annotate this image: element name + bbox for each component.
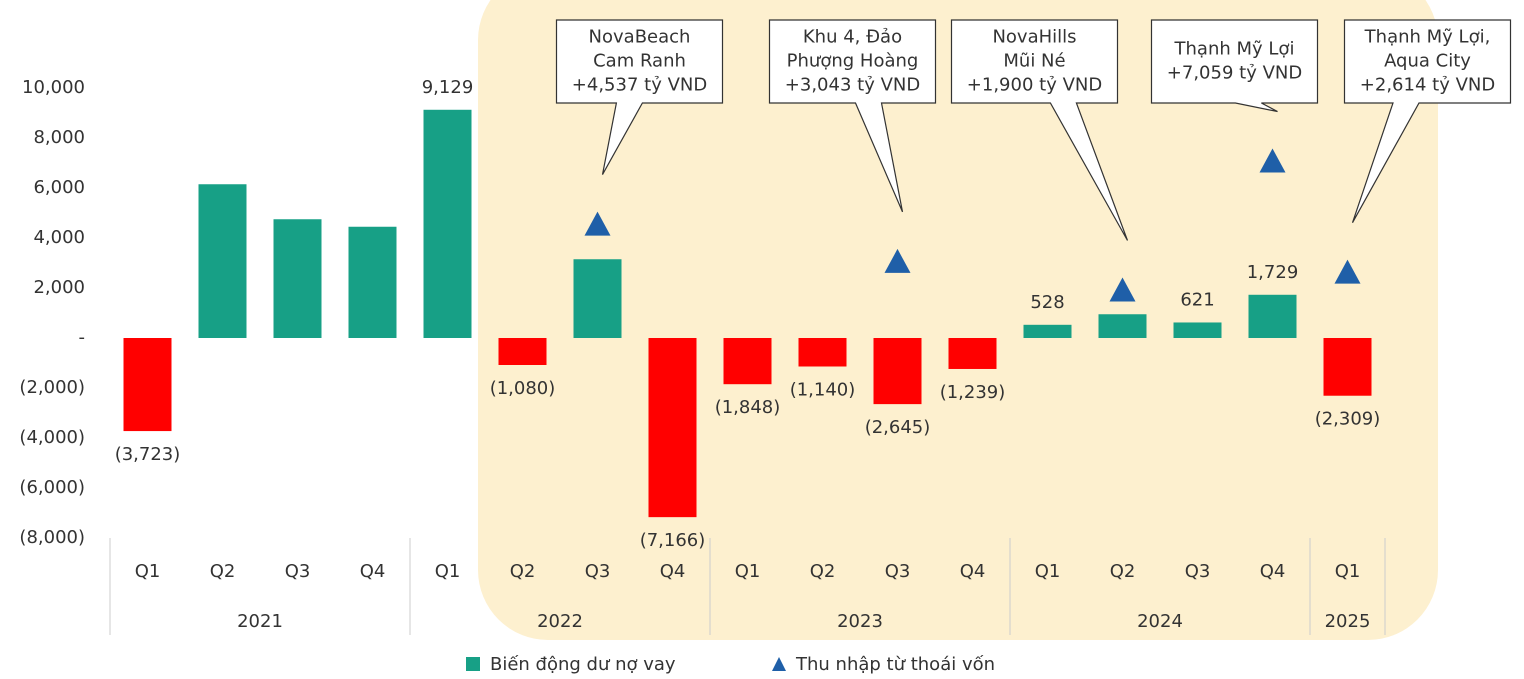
x-tick-label: Q4	[960, 561, 986, 582]
bar	[348, 226, 397, 338]
bar	[873, 338, 922, 405]
bar	[498, 338, 547, 365]
marker	[1109, 277, 1136, 302]
x-tick-label: Q1	[435, 561, 461, 582]
year-label: 2022	[537, 611, 583, 632]
x-tick-label: Q1	[1335, 561, 1361, 582]
callout-text: NovaHills	[992, 27, 1076, 48]
callout-text: Khu 4, Đảo	[803, 27, 902, 48]
data-label: (7,166)	[640, 530, 706, 551]
bar	[1323, 338, 1372, 396]
data-label: (1,140)	[790, 380, 856, 401]
callout-text: +4,537 tỷ VND	[572, 75, 707, 96]
data-label: (1,080)	[490, 378, 556, 399]
callout-text: +3,043 tỷ VND	[785, 75, 920, 96]
data-label: (2,309)	[1315, 409, 1381, 430]
x-tick-label: Q3	[285, 561, 311, 582]
bar	[198, 184, 247, 338]
y-tick-label: 6,000	[33, 177, 85, 198]
year-label: 2024	[1137, 611, 1183, 632]
x-tick-label: Q2	[810, 561, 836, 582]
x-tick-label: Q4	[1260, 561, 1286, 582]
callout-text: Mũi Né	[1003, 51, 1065, 72]
data-label: (1,239)	[940, 382, 1006, 403]
data-label: (2,645)	[865, 417, 931, 438]
x-tick-label: Q1	[1035, 561, 1061, 582]
marker	[1259, 148, 1286, 173]
callout-text: NovaBeach	[589, 27, 691, 48]
y-tick-label: (4,000)	[19, 427, 85, 448]
y-tick-label: (6,000)	[19, 477, 85, 498]
callout	[768, 19, 937, 213]
data-label: 1,729	[1247, 262, 1299, 283]
callout-text: +2,614 tỷ VND	[1360, 75, 1495, 96]
x-tick-label: Q3	[1185, 561, 1211, 582]
callout	[1343, 19, 1512, 223]
callout	[1150, 19, 1319, 113]
legend-label: Biến động dư nợ vay	[490, 654, 676, 675]
legend-swatch	[772, 657, 786, 671]
data-label: 528	[1030, 292, 1064, 313]
bar	[123, 338, 172, 432]
bar	[723, 338, 772, 385]
y-tick-label: 4,000	[33, 227, 85, 248]
year-label: 2023	[837, 611, 883, 632]
x-tick-label: Q2	[1110, 561, 1136, 582]
bar	[1023, 324, 1072, 338]
callout	[555, 19, 724, 175]
data-label: 621	[1180, 289, 1214, 310]
y-tick-label: 2,000	[33, 277, 85, 298]
x-tick-label: Q4	[360, 561, 386, 582]
callout-text: Phượng Hoàng	[787, 51, 919, 72]
callout-text: +7,059 tỷ VND	[1167, 63, 1302, 84]
data-label: 9,129	[422, 77, 474, 98]
x-tick-label: Q3	[885, 561, 911, 582]
highlight-area	[478, 0, 1438, 640]
y-tick-label: -	[79, 327, 86, 348]
bar	[1248, 294, 1297, 338]
x-tick-label: Q1	[135, 561, 161, 582]
bar	[1098, 314, 1147, 338]
callout-text: +1,900 tỷ VND	[967, 75, 1102, 96]
marker	[1334, 259, 1361, 284]
bar	[423, 109, 472, 339]
data-label: (3,723)	[115, 444, 181, 465]
year-label: 2021	[237, 611, 283, 632]
x-tick-label: Q1	[735, 561, 761, 582]
legend-swatch	[466, 657, 480, 671]
y-tick-label: 8,000	[33, 127, 85, 148]
callout-text: Thạnh Mỹ Lợi,	[1364, 27, 1491, 48]
callout-text: Cam Ranh	[593, 51, 686, 72]
y-tick-label: (8,000)	[19, 527, 85, 548]
y-tick-label: (2,000)	[19, 377, 85, 398]
year-label: 2025	[1325, 611, 1371, 632]
legend-label: Thu nhập từ thoái vốn	[795, 654, 995, 675]
bar	[948, 338, 997, 369]
callout-text: Thạnh Mỹ Lợi	[1174, 39, 1295, 60]
marker	[584, 211, 611, 236]
bar	[648, 338, 697, 518]
bar	[573, 259, 622, 338]
x-tick-label: Q4	[660, 561, 686, 582]
data-label: (1,848)	[715, 397, 781, 418]
x-tick-label: Q2	[210, 561, 236, 582]
marker	[884, 248, 911, 273]
bar	[273, 219, 322, 338]
x-tick-label: Q2	[510, 561, 536, 582]
bar	[1173, 322, 1222, 338]
bar	[798, 338, 847, 367]
callout-text: Aqua City	[1384, 51, 1471, 72]
x-tick-label: Q3	[585, 561, 611, 582]
y-tick-label: 10,000	[22, 77, 85, 98]
callout	[950, 19, 1129, 241]
